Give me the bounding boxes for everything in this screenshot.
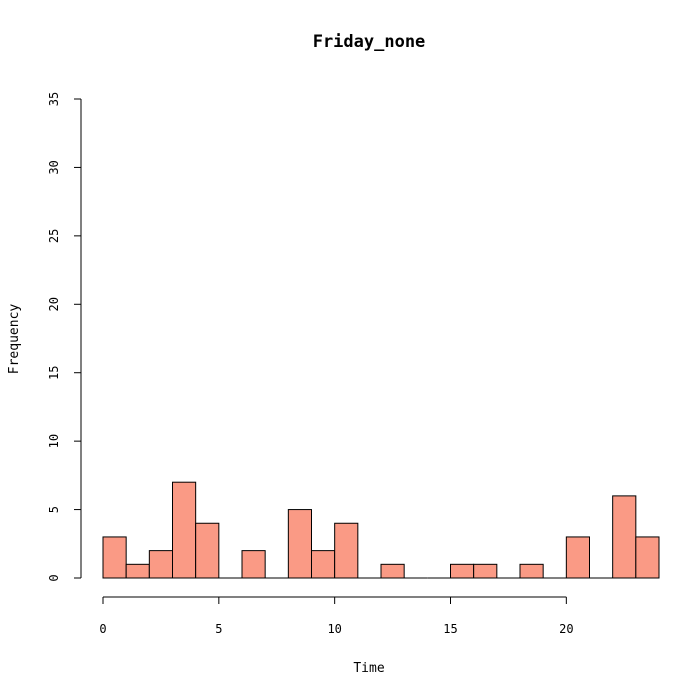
- y-tick-label-35: 35: [47, 92, 61, 106]
- y-tick-label-10: 10: [47, 434, 61, 448]
- x-tick-label-5: 5: [215, 622, 222, 636]
- x-tick-label-20: 20: [559, 622, 573, 636]
- x-tick-label-0: 0: [99, 622, 106, 636]
- histogram-bar-2: [148, 550, 173, 579]
- y-tick-label-20: 20: [47, 297, 61, 311]
- histogram-bar-20: [565, 536, 590, 579]
- histogram-bar-0: [102, 536, 127, 579]
- y-tick-label-0: 0: [47, 574, 61, 581]
- x-tick-label-15: 15: [443, 622, 457, 636]
- y-tick-label-15: 15: [47, 365, 61, 379]
- histogram-bar-3: [172, 481, 197, 579]
- y-tick-label-5: 5: [47, 506, 61, 513]
- histogram-bar-18: [519, 563, 544, 579]
- histogram-bar-16: [473, 563, 498, 579]
- histogram-bar-1: [125, 563, 150, 579]
- histogram-bar-8: [287, 509, 313, 579]
- x-tick-label-10: 10: [327, 622, 341, 636]
- x-axis: 0 5 10 15 20: [99, 596, 574, 636]
- histogram-bar-10: [334, 522, 359, 579]
- y-axis: 0 5 10 15 20 25 30 35: [47, 92, 82, 582]
- histogram-bar-9: [311, 550, 336, 579]
- chart-title: Friday_none: [313, 32, 426, 52]
- y-tick-label-30: 30: [47, 160, 61, 174]
- histogram-bar-4: [195, 522, 220, 579]
- histogram-bar-15: [450, 563, 475, 579]
- histogram-bar-6: [241, 550, 266, 579]
- histogram-bar-23: [635, 536, 660, 579]
- bars-group: [102, 481, 660, 579]
- y-tick-label-25: 25: [47, 229, 61, 243]
- histogram-bar-12: [380, 563, 405, 579]
- x-axis-label: Time: [353, 661, 384, 676]
- histogram-bar-22: [612, 495, 637, 579]
- y-axis-label: Frequency: [7, 304, 22, 375]
